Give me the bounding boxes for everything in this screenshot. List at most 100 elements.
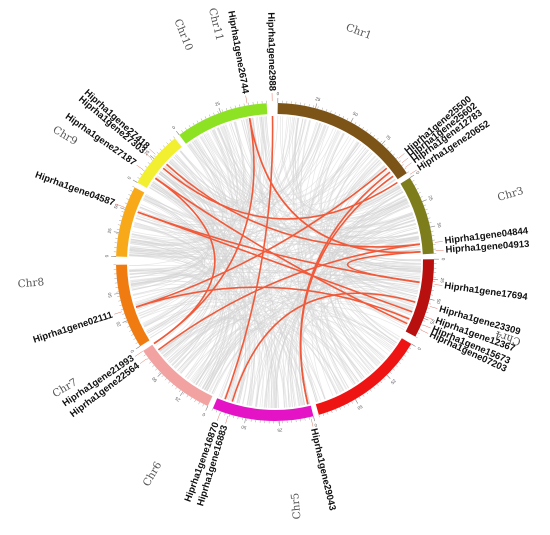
background-link	[211, 119, 306, 194]
tick-label: 0	[415, 170, 421, 175]
tick	[330, 110, 332, 114]
tick	[419, 328, 422, 330]
tick	[192, 122, 195, 126]
tick	[406, 171, 410, 174]
background-link	[143, 306, 264, 408]
background-link	[143, 198, 230, 390]
tick-label: 25	[427, 195, 434, 202]
tick	[204, 116, 207, 119]
background-link	[128, 264, 418, 295]
gene-leader	[310, 418, 314, 427]
background-link	[326, 259, 422, 384]
tick-label: 0	[313, 423, 317, 429]
tick	[318, 414, 320, 418]
background-link	[139, 206, 370, 374]
background-link	[129, 250, 419, 290]
gene-leader	[434, 284, 443, 286]
tick	[338, 113, 340, 117]
tick	[217, 110, 219, 114]
background-link	[188, 144, 247, 402]
tick	[241, 417, 243, 421]
tick	[334, 112, 336, 115]
tick	[427, 307, 430, 309]
tick	[198, 401, 200, 405]
background-link	[130, 118, 253, 246]
background-link	[332, 162, 399, 341]
tick	[146, 358, 149, 360]
gene-leader	[139, 358, 147, 364]
major-tick	[381, 140, 386, 145]
tick-label: 50	[436, 222, 442, 228]
background-link	[130, 275, 414, 308]
background-link	[260, 116, 374, 370]
background-link	[156, 130, 339, 211]
tick	[133, 338, 136, 340]
tick	[127, 326, 130, 328]
tick	[209, 114, 211, 117]
background-link	[171, 158, 414, 230]
tick	[166, 142, 169, 145]
tick-label: 0	[129, 348, 135, 353]
tick	[118, 220, 122, 222]
tick	[331, 410, 333, 414]
tick	[322, 413, 325, 417]
major-tick	[409, 174, 415, 178]
background-link	[294, 324, 370, 406]
chromosome-segment-chr3	[400, 177, 434, 255]
duplication-link	[154, 177, 408, 325]
gene-label: Hiprha1gene2988	[265, 12, 277, 91]
tick	[233, 415, 235, 419]
background-link	[129, 254, 421, 276]
background-link	[136, 293, 379, 366]
tick	[415, 336, 418, 338]
major-tick	[132, 179, 138, 183]
tick-label: 0	[416, 346, 422, 351]
background-link	[145, 193, 286, 408]
tick	[158, 371, 161, 374]
tick	[175, 387, 178, 390]
tick	[161, 375, 164, 378]
background-link	[133, 224, 338, 395]
tick	[373, 386, 376, 389]
tick-label: 50	[352, 111, 359, 118]
tick	[116, 228, 120, 230]
tick	[383, 378, 386, 381]
tick	[125, 321, 128, 324]
background-link	[281, 116, 401, 213]
major-tick	[150, 155, 155, 159]
tick	[124, 202, 128, 204]
gene-label: Hiprha1gene29043	[308, 427, 338, 511]
tick	[412, 180, 415, 182]
tick-label: 50	[113, 203, 120, 210]
duplication-link	[299, 171, 391, 405]
duplication-link	[137, 211, 413, 313]
background-link	[264, 116, 415, 307]
background-link	[326, 142, 410, 320]
background-link	[266, 116, 297, 407]
tick	[147, 162, 150, 165]
background-link	[206, 329, 256, 406]
tick	[354, 122, 357, 125]
background-link	[130, 239, 309, 405]
major-tick	[355, 399, 359, 404]
background-link	[139, 206, 420, 246]
tick	[169, 139, 172, 142]
duplication-links	[135, 115, 421, 405]
background-link	[137, 211, 419, 246]
background-link	[259, 332, 326, 408]
tick	[414, 184, 417, 186]
gene-label: Hiprha1gene17694	[444, 280, 529, 303]
gene-leader	[225, 415, 229, 424]
tick	[380, 140, 383, 143]
tick	[406, 351, 409, 353]
tick	[347, 403, 349, 406]
tick	[376, 383, 379, 387]
gene-leader	[136, 164, 144, 170]
major-tick	[350, 117, 354, 123]
tick-label: 25	[174, 396, 181, 403]
tick	[239, 104, 241, 107]
tick	[122, 313, 125, 315]
tick	[164, 378, 167, 381]
tick	[425, 311, 429, 313]
tick	[403, 354, 407, 357]
